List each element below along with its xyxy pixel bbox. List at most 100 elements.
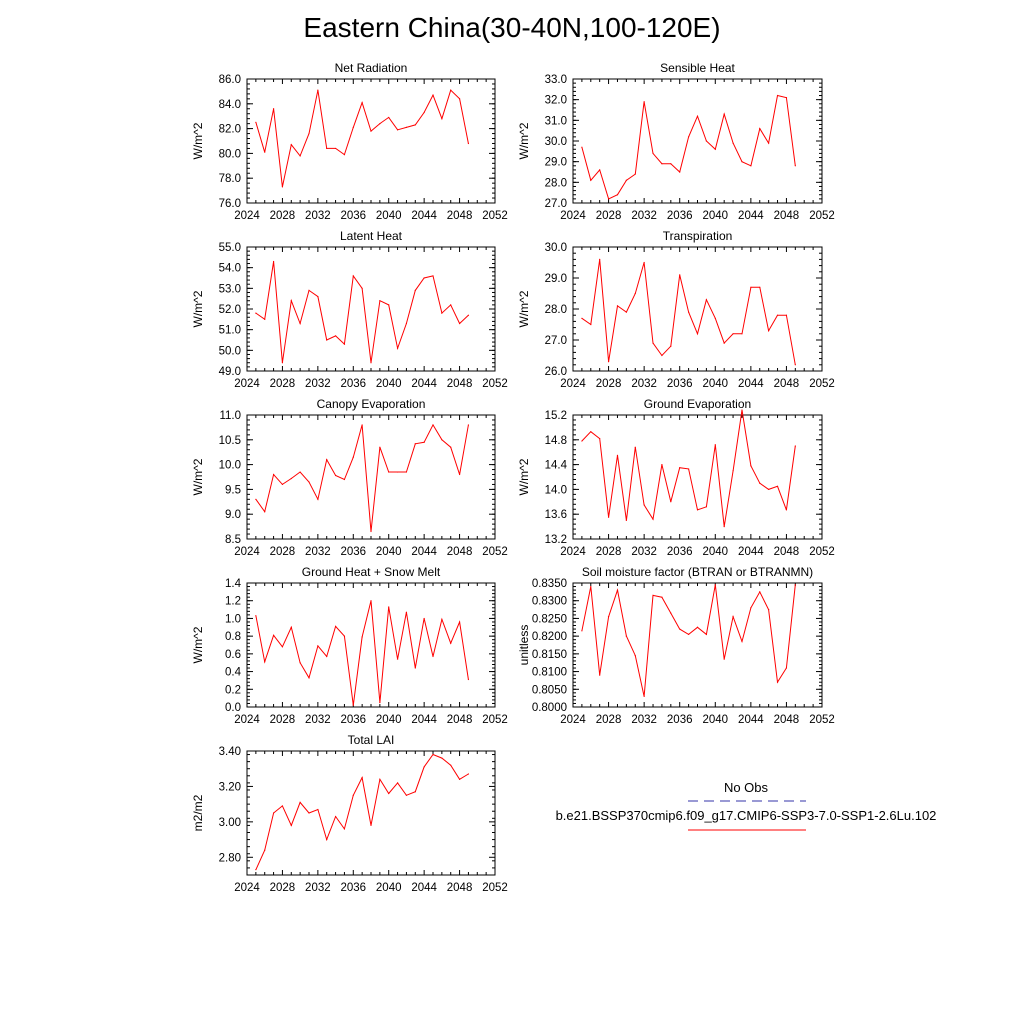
x-tick-label: 2028	[596, 378, 622, 390]
data-point	[423, 766, 425, 768]
y-tick-label: 0.8000	[532, 702, 567, 714]
y-axis-label: W/m^2	[517, 458, 531, 495]
data-point	[643, 695, 645, 697]
data-point	[643, 504, 645, 506]
y-tick-label: 0.6	[225, 649, 241, 661]
y-tick-label: 49.0	[219, 366, 241, 378]
x-tick-label: 2028	[270, 546, 296, 558]
data-point	[272, 812, 275, 814]
x-tick-label: 2052	[482, 210, 508, 222]
x-tick-label: 2048	[774, 210, 800, 222]
y-tick-label: 80.0	[219, 148, 241, 160]
data-point	[634, 173, 636, 175]
x-tick-label: 2032	[305, 378, 331, 390]
y-tick-label: 76.0	[219, 198, 241, 210]
data-point	[661, 354, 663, 357]
data-point	[370, 362, 372, 364]
data-point	[334, 625, 337, 628]
y-tick-label: 78.0	[219, 173, 241, 185]
plot-frame	[246, 414, 496, 540]
data-point	[750, 465, 752, 467]
series-line	[581, 409, 796, 527]
y-tick-label: 15.2	[545, 410, 567, 422]
data-point	[441, 312, 443, 314]
data-point	[326, 147, 328, 150]
y-tick-label: 0.8250	[532, 613, 567, 625]
y-tick-label: 1.0	[225, 613, 241, 625]
data-point	[776, 94, 779, 97]
data-point	[634, 292, 636, 295]
y-tick-label: 13.6	[545, 509, 567, 521]
data-point	[458, 778, 461, 780]
x-tick-label: 2052	[809, 210, 835, 222]
y-tick-label: 9.5	[225, 484, 241, 496]
x-tick-label: 2032	[305, 210, 331, 222]
y-tick-label: 28.0	[545, 304, 567, 316]
data-point	[794, 445, 796, 447]
data-point	[607, 198, 610, 200]
data-point	[361, 287, 363, 289]
data-point	[272, 260, 275, 263]
data-point	[299, 801, 301, 803]
data-point	[705, 633, 707, 635]
data-point	[607, 616, 610, 618]
data-point	[450, 89, 452, 91]
data-point	[388, 471, 390, 473]
data-point	[290, 300, 292, 302]
data-point	[441, 618, 443, 620]
x-tick-label: 2044	[738, 210, 764, 222]
x-tick-label: 2044	[738, 378, 764, 390]
panel-title: Sensible Heat	[660, 61, 735, 75]
data-point	[794, 165, 796, 167]
y-tick-label: 2.80	[219, 852, 241, 864]
data-point	[432, 94, 434, 96]
data-point	[370, 600, 372, 602]
data-point	[794, 584, 796, 586]
data-point	[441, 118, 443, 120]
data-point	[714, 148, 716, 150]
data-point	[343, 635, 346, 637]
data-point	[264, 511, 266, 513]
y-tick-label: 14.0	[545, 484, 567, 496]
data-point	[467, 424, 470, 426]
data-point	[661, 163, 663, 165]
y-tick-label: 14.4	[545, 460, 568, 472]
page-title: Eastern China(30-40N,100-120E)	[303, 12, 721, 43]
data-point	[723, 113, 725, 115]
data-point	[414, 667, 416, 669]
data-point	[414, 124, 416, 126]
data-point	[317, 808, 319, 811]
data-point	[759, 128, 761, 130]
x-tick-label: 2024	[560, 210, 586, 222]
data-point	[705, 140, 707, 142]
x-tick-label: 2040	[376, 546, 402, 558]
panel-title: Ground Evaporation	[644, 397, 751, 411]
panel-title: Latent Heat	[340, 229, 403, 243]
y-tick-label: 26.0	[545, 366, 567, 378]
panel-title: Soil moisture factor (BTRAN or BTRANMN)	[582, 565, 813, 579]
y-tick-label: 0.8050	[532, 684, 567, 696]
x-tick-label: 2028	[270, 378, 296, 390]
y-tick-label: 53.0	[219, 283, 241, 295]
x-tick-label: 2052	[482, 546, 508, 558]
x-tick-label: 2024	[560, 378, 586, 390]
x-tick-label: 2036	[340, 378, 366, 390]
data-point	[326, 339, 328, 341]
data-point	[599, 674, 601, 676]
data-point	[741, 161, 743, 163]
data-point	[405, 322, 408, 325]
data-point	[741, 409, 743, 411]
data-point	[414, 289, 416, 291]
x-tick-label: 2032	[631, 546, 657, 558]
legend-case-label: b.e21.BSSP370cmip6.f09_g17.CMIP6-SSP3-7.…	[556, 808, 937, 823]
data-point	[723, 658, 725, 660]
data-point	[688, 136, 690, 138]
x-tick-label: 2036	[667, 378, 693, 390]
data-point	[255, 312, 257, 314]
x-tick-label: 2044	[411, 882, 437, 894]
x-tick-label: 2048	[447, 210, 473, 222]
x-tick-label: 2040	[376, 714, 402, 726]
data-point	[361, 776, 363, 779]
data-point	[334, 147, 337, 150]
data-point	[643, 101, 645, 103]
